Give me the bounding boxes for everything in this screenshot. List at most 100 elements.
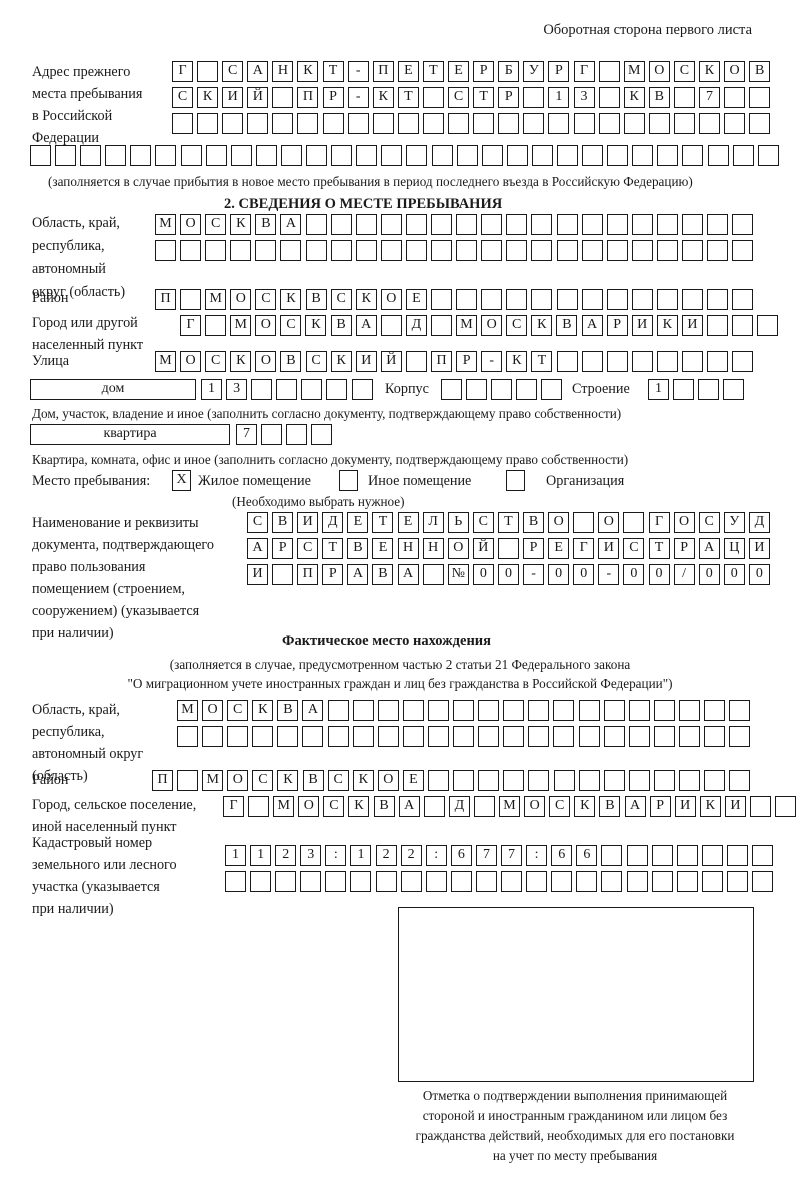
- form-cell[interactable]: [656, 240, 678, 261]
- form-cell[interactable]: К: [197, 87, 219, 108]
- form-cell[interactable]: В: [277, 700, 299, 721]
- form-cell[interactable]: Г: [223, 796, 244, 817]
- form-cell[interactable]: О: [298, 796, 320, 817]
- form-cell[interactable]: [703, 700, 725, 721]
- form-cell[interactable]: С: [205, 351, 227, 372]
- form-cell[interactable]: [556, 289, 578, 310]
- form-cell[interactable]: [757, 315, 779, 336]
- form-cell[interactable]: [205, 240, 227, 261]
- form-cell[interactable]: [648, 113, 670, 134]
- form-cell[interactable]: 7: [698, 87, 720, 108]
- form-cell[interactable]: -: [347, 61, 369, 82]
- form-cell[interactable]: [749, 113, 771, 134]
- form-cell[interactable]: 1: [225, 845, 246, 866]
- form-cell[interactable]: И: [748, 538, 770, 559]
- form-cell[interactable]: 0: [623, 564, 645, 585]
- form-cell[interactable]: [405, 351, 427, 372]
- form-cell[interactable]: В: [523, 512, 545, 533]
- form-cell[interactable]: -: [523, 564, 545, 585]
- al-region-row-2[interactable]: [177, 726, 751, 747]
- form-cell[interactable]: №: [447, 564, 469, 585]
- form-cell[interactable]: Т: [648, 538, 670, 559]
- form-cell[interactable]: [322, 113, 344, 134]
- form-cell[interactable]: В: [255, 214, 277, 235]
- form-cell[interactable]: [180, 289, 202, 310]
- form-cell[interactable]: [553, 700, 575, 721]
- form-cell[interactable]: Т: [372, 512, 394, 533]
- form-cell[interactable]: А: [302, 700, 324, 721]
- form-cell[interactable]: [453, 770, 475, 791]
- form-cell[interactable]: Т: [422, 61, 444, 82]
- form-cell[interactable]: К: [656, 315, 678, 336]
- form-cell[interactable]: Н: [272, 61, 294, 82]
- form-cell[interactable]: [653, 700, 675, 721]
- form-cell[interactable]: [681, 289, 703, 310]
- form-cell[interactable]: И: [247, 564, 268, 585]
- form-cell[interactable]: [657, 145, 679, 166]
- form-cell[interactable]: [651, 845, 673, 866]
- form-cell[interactable]: [450, 871, 472, 892]
- form-cell[interactable]: Г: [172, 61, 193, 82]
- form-cell[interactable]: [757, 145, 779, 166]
- form-cell[interactable]: [380, 240, 402, 261]
- form-cell[interactable]: [749, 796, 771, 817]
- form-cell[interactable]: [197, 113, 219, 134]
- form-cell[interactable]: И: [724, 796, 746, 817]
- form-cell[interactable]: О: [548, 512, 570, 533]
- form-cell[interactable]: Р: [322, 87, 344, 108]
- form-cell[interactable]: [272, 87, 294, 108]
- form-cell[interactable]: [581, 240, 603, 261]
- form-cell[interactable]: Й: [380, 351, 402, 372]
- form-cell[interactable]: [553, 726, 575, 747]
- form-cell[interactable]: [503, 726, 525, 747]
- form-cell[interactable]: М: [623, 61, 645, 82]
- form-cell[interactable]: [707, 351, 729, 372]
- form-cell[interactable]: [528, 700, 550, 721]
- form-cell[interactable]: [598, 61, 620, 82]
- form-cell[interactable]: [172, 113, 193, 134]
- form-cell[interactable]: [277, 726, 299, 747]
- form-cell[interactable]: [261, 424, 283, 445]
- form-cell[interactable]: [430, 315, 452, 336]
- s2-region-row-2[interactable]: [155, 240, 754, 261]
- form-cell[interactable]: [607, 145, 629, 166]
- form-cell[interactable]: В: [272, 512, 294, 533]
- form-cell[interactable]: М: [155, 214, 176, 235]
- form-cell[interactable]: 0: [648, 564, 670, 585]
- form-cell[interactable]: М: [205, 289, 227, 310]
- form-cell[interactable]: [698, 113, 720, 134]
- form-cell[interactable]: [523, 87, 545, 108]
- form-cell[interactable]: [528, 726, 550, 747]
- form-cell[interactable]: [105, 145, 127, 166]
- form-cell[interactable]: Ь: [447, 512, 469, 533]
- form-cell[interactable]: [352, 726, 374, 747]
- form-cell[interactable]: [775, 796, 797, 817]
- form-cell[interactable]: [302, 726, 324, 747]
- form-cell[interactable]: [581, 351, 603, 372]
- form-cell[interactable]: [678, 770, 700, 791]
- form-cell[interactable]: [230, 240, 252, 261]
- form-cell[interactable]: С: [172, 87, 193, 108]
- form-cell[interactable]: [230, 145, 252, 166]
- form-cell[interactable]: О: [481, 315, 503, 336]
- form-cell[interactable]: [678, 700, 700, 721]
- form-cell[interactable]: [553, 770, 575, 791]
- form-cell[interactable]: О: [230, 289, 252, 310]
- form-cell[interactable]: 1: [548, 87, 570, 108]
- form-cell[interactable]: [556, 240, 578, 261]
- form-cell[interactable]: А: [581, 315, 603, 336]
- form-cell[interactable]: [556, 145, 578, 166]
- form-cell[interactable]: В: [330, 315, 352, 336]
- form-cell[interactable]: [501, 871, 523, 892]
- form-cell[interactable]: [732, 145, 754, 166]
- s2-korpus-cells[interactable]: [441, 379, 563, 400]
- form-cell[interactable]: О: [255, 351, 277, 372]
- form-cell[interactable]: [506, 214, 528, 235]
- form-cell[interactable]: Е: [405, 289, 427, 310]
- form-cell[interactable]: [681, 240, 703, 261]
- form-cell[interactable]: С: [327, 770, 349, 791]
- form-cell[interactable]: А: [347, 564, 369, 585]
- form-cell[interactable]: И: [355, 351, 377, 372]
- form-cell[interactable]: О: [724, 61, 746, 82]
- form-cell[interactable]: [327, 726, 349, 747]
